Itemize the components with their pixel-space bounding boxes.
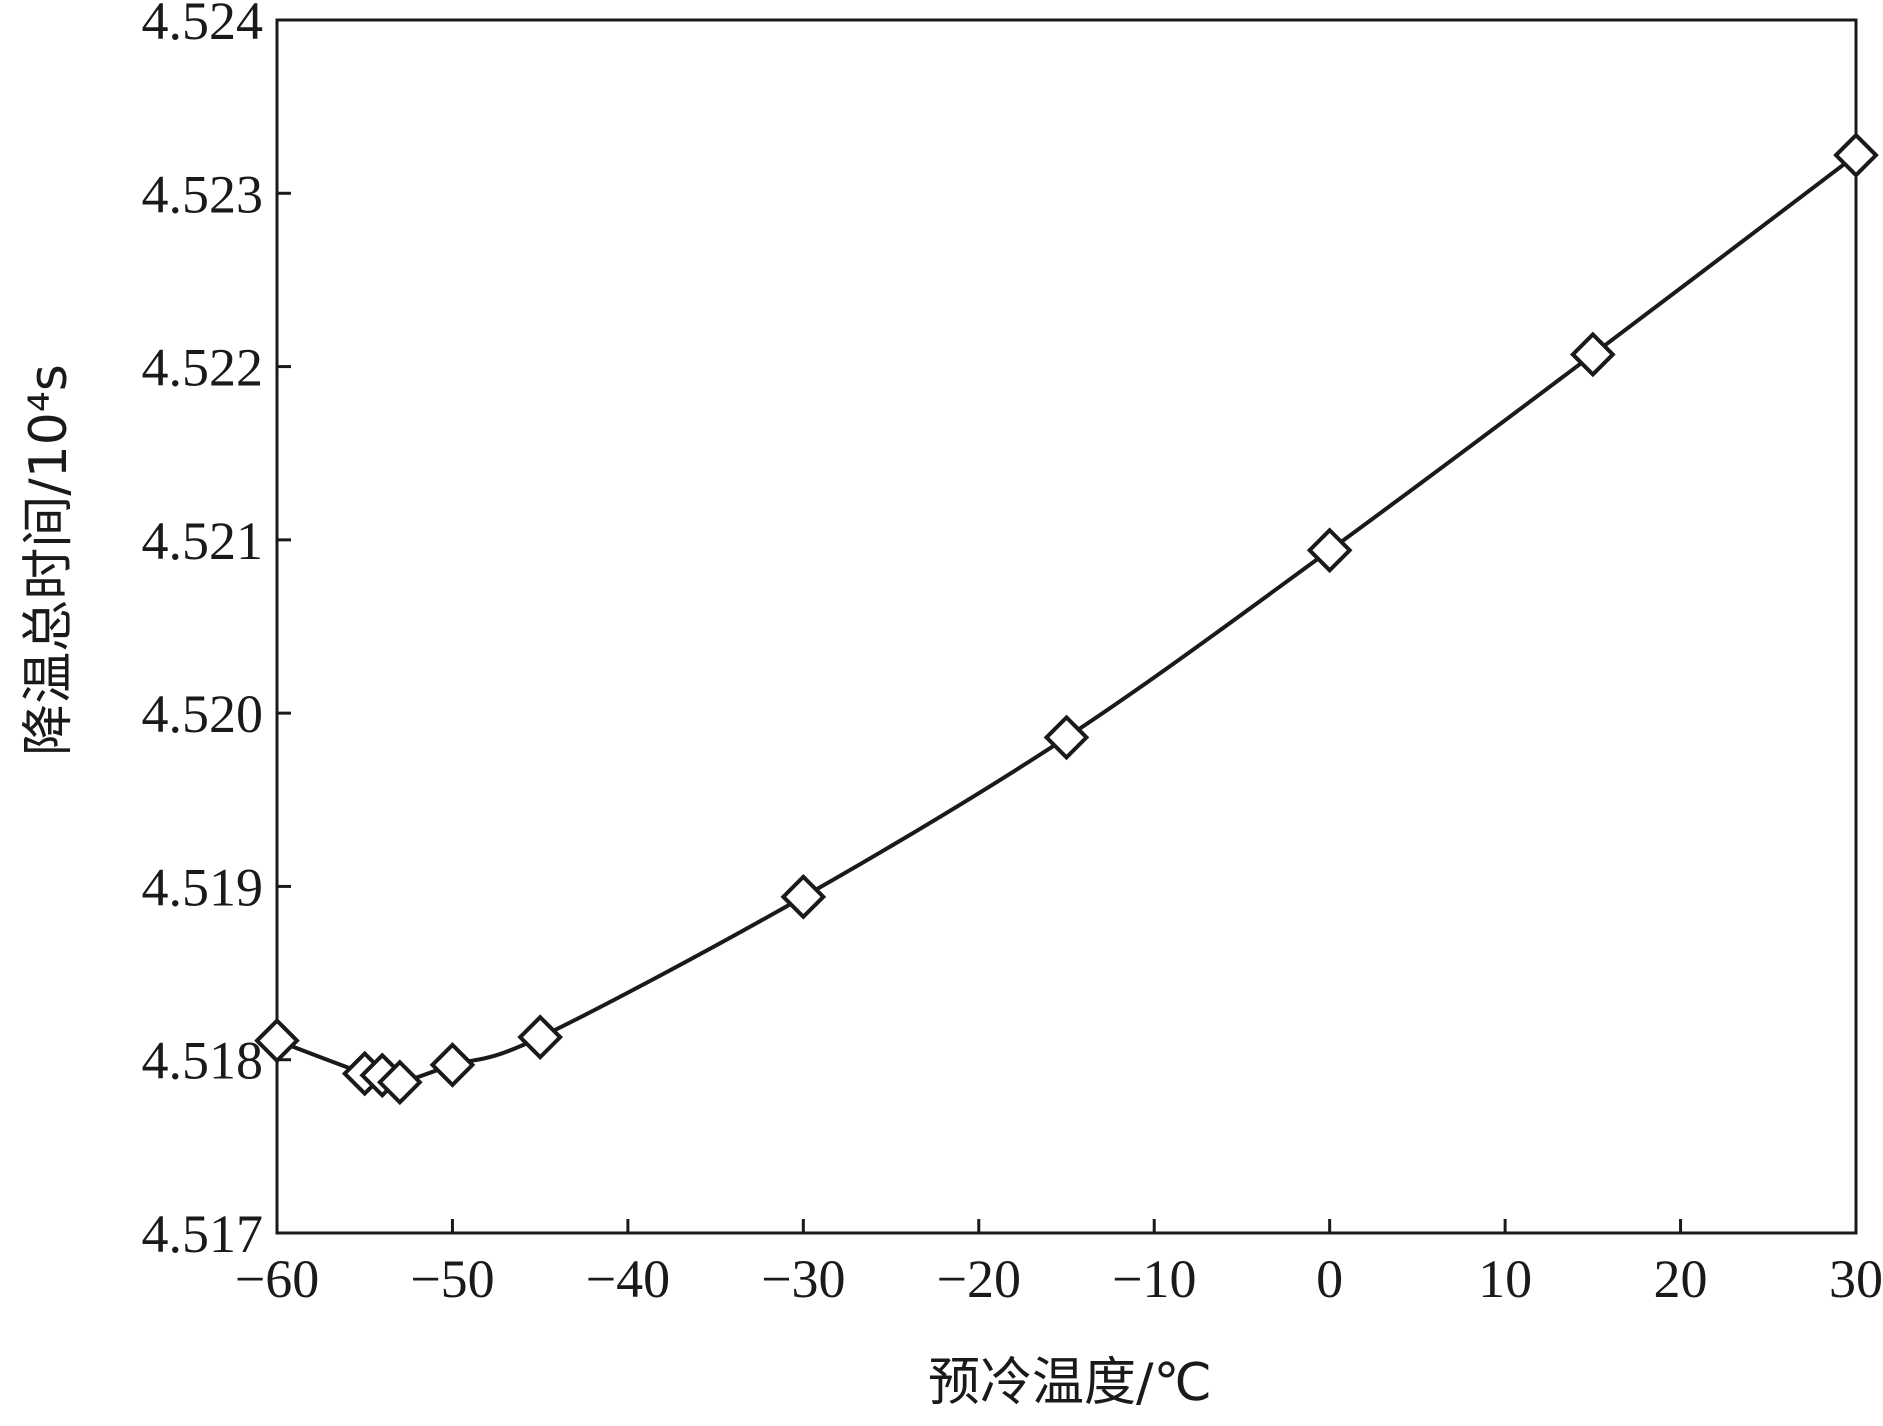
y-axis-title: 降温总时间/10⁴s [19, 364, 79, 756]
y-tick-label: 4.521 [142, 511, 264, 571]
y-tick-label: 4.523 [142, 164, 264, 224]
x-tick-label: 10 [1478, 1249, 1532, 1309]
diamond-marker [429, 1042, 476, 1088]
y-tick-label: 4.522 [142, 338, 264, 398]
x-tick-label: −30 [761, 1249, 845, 1309]
y-tick-label: 4.520 [142, 684, 264, 744]
fit-curve [276, 153, 1858, 1085]
y-tick-label: 4.519 [142, 857, 264, 917]
x-tick-label: −20 [937, 1249, 1021, 1309]
y-tick-label: 4.518 [142, 1031, 264, 1091]
diamond-marker [376, 1059, 423, 1106]
x-axis: −60 −50 −40 −30 −20 −10 0 10 20 30 [235, 1219, 1883, 1309]
y-axis: 4.517 4.518 4.519 4.520 4.521 4.522 4.523 4.524 [142, 0, 291, 1264]
diamond-marker [517, 1014, 563, 1061]
diamond-marker [1043, 714, 1090, 761]
x-tick-label: −50 [410, 1249, 494, 1309]
data-markers [254, 132, 1879, 1106]
diamond-marker [254, 1017, 300, 1064]
x-tick-label: 30 [1829, 1249, 1883, 1309]
x-tick-label: −10 [1112, 1249, 1196, 1309]
plot-border [275, 18, 1858, 1235]
x-tick-label: −40 [586, 1249, 670, 1309]
diamond-marker [780, 873, 827, 920]
x-tick-label: 20 [1654, 1249, 1708, 1309]
y-tick-label: 4.524 [142, 0, 264, 51]
x-axis-title: 预冷温度/℃ [928, 1353, 1212, 1413]
diamond-marker [1570, 331, 1616, 378]
x-tick-label: 0 [1316, 1249, 1343, 1309]
plot-frame [275, 18, 1858, 1235]
x-tick-label: −60 [235, 1249, 319, 1309]
diamond-marker [1833, 132, 1879, 178]
diamond-marker [1306, 527, 1353, 574]
y-tick-label: 4.517 [142, 1204, 264, 1264]
